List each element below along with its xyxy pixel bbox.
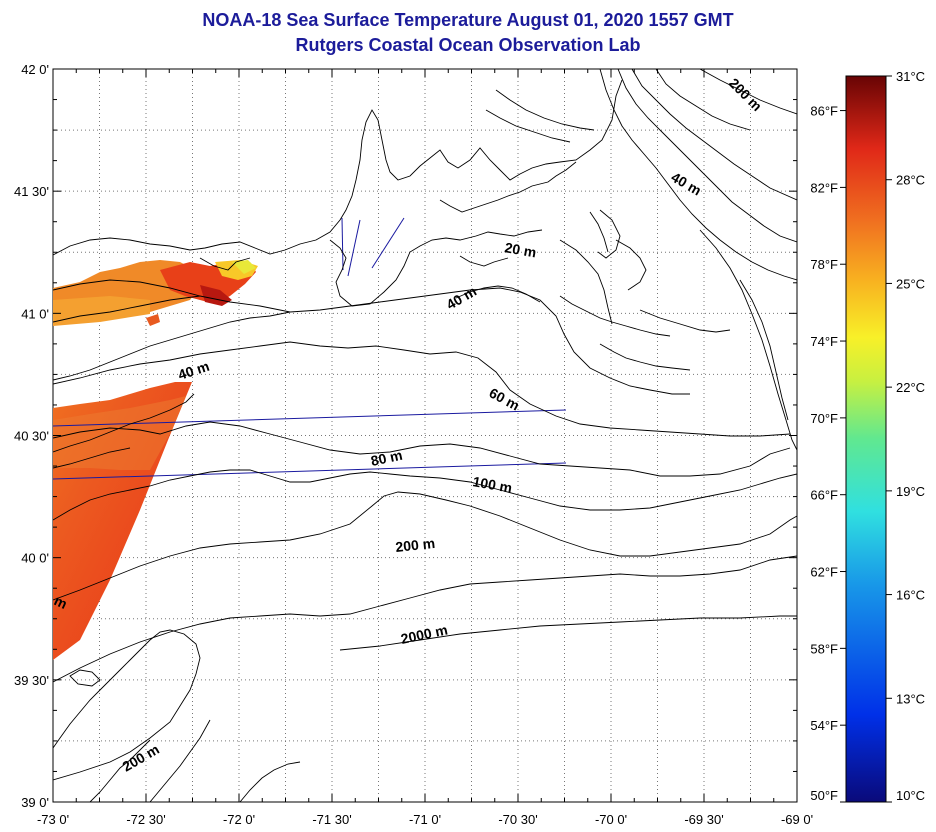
contour-label-200m-mid: 200 m [395,535,436,555]
lon-tick-label: -69 0' [781,812,813,827]
bathymetry-contours [53,69,797,802]
fahrenheit-label: 82°F [810,180,838,195]
map-subtitle: Rutgers Coastal Ocean Observation Lab [295,35,641,55]
fahrenheit-label: 70°F [810,411,838,426]
map-title: NOAA-18 Sea Surface Temperature August 0… [202,10,734,30]
lat-tick-label: 39 0' [21,795,49,810]
lon-tick-label: -72 30' [126,812,165,827]
lat-tick-label: 41 30' [14,184,49,199]
fahrenheit-label: 58°F [810,641,838,656]
celsius-label: 10°C [896,788,925,803]
contour-label-20m: 20 m [503,239,537,260]
lon-tick-label: -70 0' [595,812,627,827]
lon-tick-label: -71 0' [409,812,441,827]
lon-tick-label: -72 0' [223,812,255,827]
lat-tick-label: 41 0' [21,306,49,321]
lon-tick-label: -71 30' [312,812,351,827]
contour-label-100m: 100 m [471,473,513,496]
map-axes: -73 0' -72 30' -72 0' -71 30' -71 0' -70 30' -… [14,62,813,827]
coastline [53,79,731,687]
fahrenheit-label: 86°F [810,104,838,119]
fahrenheit-label: 54°F [810,718,838,733]
lon-tick-label: -73 0' [37,812,69,827]
lon-tick-label: -70 30' [498,812,537,827]
colorbar-ticks: 31°C 28°C 25°C 22°C 19°C 16°C 13°C 10°C 86°F 82°F… [810,69,925,803]
celsius-label: 25°C [896,276,925,291]
lon-tick-label: -69 30' [684,812,723,827]
fahrenheit-label: 66°F [810,488,838,503]
colorbar [845,75,887,803]
celsius-label: 16°C [896,588,925,603]
celsius-label: 28°C [896,173,925,188]
lat-tick-label: 42 0' [21,62,49,77]
sst-data [53,260,258,660]
celsius-label: 19°C [896,484,925,499]
contour-label-80m: 80 m [369,447,404,469]
lat-tick-label: 40 30' [14,429,49,444]
celsius-label: 22°C [896,380,925,395]
fahrenheit-label: 74°F [810,334,838,349]
fahrenheit-label: 62°F [810,565,838,580]
graticule [53,69,797,802]
celsius-label: 13°C [896,691,925,706]
celsius-label: 31°C [896,69,925,84]
fahrenheit-label: 50°F [810,788,838,803]
track-lines [53,217,567,480]
lat-tick-label: 39 30' [14,673,49,688]
fahrenheit-label: 78°F [810,257,838,272]
lat-tick-label: 40 0' [21,551,49,566]
